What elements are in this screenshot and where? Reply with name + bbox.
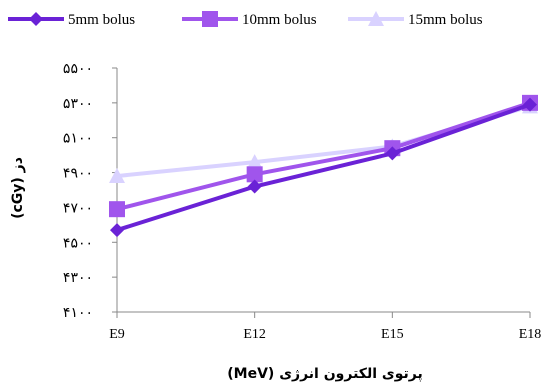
- data-point-marker: [110, 223, 124, 238]
- legend-marker: [368, 11, 384, 26]
- series-line: [116, 104, 531, 179]
- y-tick-label: ۴۹۰۰: [63, 167, 93, 182]
- data-point-marker: [385, 146, 400, 161]
- x-axis: E9 E12 E15 E18: [109, 311, 542, 342]
- y-axis: ۴۱۰۰ ۴۳۰۰ ۴۵۰۰ ۴۷۰۰ ۴۹۰۰ ۵۱۰۰ ۵۳۰۰ ۵۵۰۰: [63, 62, 118, 321]
- data-point-marker: [523, 97, 537, 112]
- y-tick-label: ۵۱۰۰: [63, 132, 93, 147]
- legend-label: 15mm bolus: [408, 12, 483, 28]
- series-line: [116, 102, 531, 232]
- series-layer: [109, 94, 538, 238]
- y-tick-label: ۴۳۰۰: [63, 271, 93, 286]
- x-tick-label: E15: [381, 327, 404, 342]
- x-tick-label: E9: [109, 327, 125, 342]
- series-0: [110, 97, 537, 238]
- legend-marker: [202, 11, 218, 27]
- data-point-marker: [246, 154, 263, 170]
- legend-label: 10mm bolus: [242, 12, 317, 28]
- y-tick-label: ۴۱۰۰: [63, 306, 93, 321]
- x-tick-label: E12: [243, 327, 266, 342]
- series-line: [116, 100, 531, 212]
- legend-item: 10mm bolus: [182, 11, 317, 28]
- legend-marker: [29, 12, 43, 26]
- y-tick-label: ۴۵۰۰: [63, 236, 93, 251]
- x-tick-label: E18: [519, 327, 542, 342]
- data-point-marker: [247, 179, 262, 194]
- legend: 5mm bolus 10mm bolus 15mm bolus: [8, 11, 483, 28]
- y-tick-label: ۵۵۰۰: [63, 62, 93, 77]
- data-point-marker: [246, 166, 263, 183]
- data-point-marker: [109, 201, 125, 218]
- legend-item: 5mm bolus: [8, 12, 135, 28]
- y-axis-title: (cGy) دز: [10, 157, 26, 219]
- y-tick-label: ۵۳۰۰: [63, 97, 93, 112]
- x-axis-title: (MeV) پرتوی الکترون انرژی: [227, 366, 422, 382]
- y-tick-label: ۴۷۰۰: [63, 201, 93, 216]
- legend-label: 5mm bolus: [68, 12, 135, 28]
- legend-item: 15mm bolus: [348, 11, 483, 28]
- data-point-marker: [109, 168, 125, 184]
